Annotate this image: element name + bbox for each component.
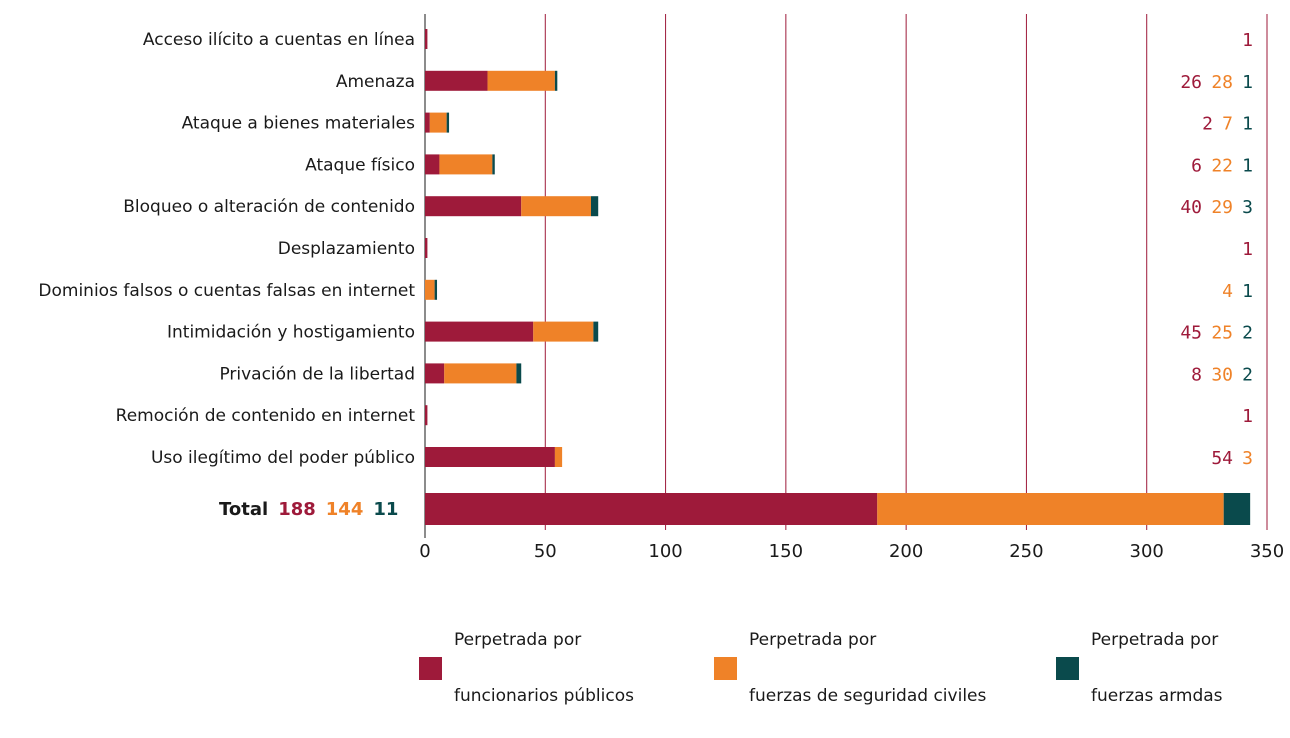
data-label: 1 [1242,281,1253,302]
data-label: 3 [1242,448,1253,469]
bar-segment [425,363,445,384]
data-label: 1 [1242,406,1253,427]
data-label: 7 [1222,114,1233,135]
legend-line: Perpetrada por [454,630,582,650]
data-label: 1 [1242,30,1253,51]
x-tick-label: 100 [648,541,682,562]
data-label: 45 [1180,323,1202,344]
gridlines [424,14,1268,538]
data-label: 2 [1202,114,1213,135]
category-label: Remoción de contenido en internet [116,406,416,426]
data-label: 25 [1211,323,1233,344]
legend-line: Perpetrada por [1091,630,1219,650]
bar-segment [590,196,599,217]
bar-segment [446,112,450,133]
legend-line: Perpetrada por [749,630,877,650]
bar-segment [554,447,563,467]
total-value-funcionarios: 188 [278,498,316,520]
bar-segment [877,493,1224,525]
stacked-bar-chart: Acceso ilícito a cuentas en línea Amenaza… [38,14,1284,562]
bar-segment [425,279,435,300]
data-label: 40 [1180,197,1202,218]
legend-swatch-fuerzas-armadas [1056,656,1079,680]
bar-segment [434,279,438,300]
data-label: 1 [1242,72,1253,93]
data-label: 2 [1242,364,1253,385]
category-label: Intimidación y hostigamiento [167,323,415,343]
category-label: Dominios falsos o cuentas falsas en inte… [38,281,415,301]
bar-segment [487,70,555,91]
data-label: 3 [1242,197,1253,218]
total-label: Total 188 144 11 [219,494,398,524]
legend-item-fuerzas-civiles: Perpetrada por fuerzas de seguridad civi… [714,598,986,738]
x-tick-label: 250 [1009,541,1043,562]
bar-segment [425,196,522,217]
category-labels: Acceso ilícito a cuentas en línea Amenaza… [38,30,415,468]
bar-segment [425,29,428,49]
bar-segment [593,321,599,342]
bar-segment [425,321,534,342]
data-label: 1 [1242,155,1253,176]
legend-swatch-fuerzas-civiles [714,656,737,680]
bar-segment [533,321,594,342]
bar-segment [492,154,495,175]
legend-label-funcionarios: Perpetrada por funcionarios públicos [454,598,634,738]
bar-segment [516,363,522,384]
category-label: Privación de la libertad [219,364,415,384]
bar-segment [425,447,555,467]
bar-segment [425,493,878,525]
bar-segment [521,196,591,217]
category-label: Bloqueo o alteración de contenido [123,197,415,217]
bar-segment [425,238,428,258]
x-tick-label: 50 [534,541,557,562]
x-tick-label: 0 [419,541,430,562]
category-label: Ataque físico [305,155,415,175]
bar-segment [425,154,440,175]
data-label: 8 [1191,364,1202,385]
x-tick-label: 200 [889,541,923,562]
legend-line: funcionarios públicos [454,686,634,706]
total-value-fuerzas-civiles: 144 [325,498,364,520]
data-label: 29 [1211,197,1233,218]
total-label-text: Total [219,498,269,520]
data-label: 30 [1211,364,1233,385]
bar-segment [425,112,430,133]
total-value-fuerzas-armadas: 11 [373,498,399,520]
legend-line: fuerzas armdas [1091,686,1223,706]
category-label: Desplazamiento [278,239,415,259]
legend-item-fuerzas-armadas: Perpetrada por fuerzas armdas [1056,598,1223,738]
legend-item-funcionarios: Perpetrada por funcionarios públicos [419,598,634,738]
legend-label-fuerzas-civiles: Perpetrada por fuerzas de seguridad civi… [749,598,986,738]
x-tick-label: 150 [769,541,803,562]
x-tick-label: 300 [1130,541,1164,562]
category-label: Ataque a bienes materiales [182,114,416,134]
bar-segment [439,154,493,175]
data-label: 54 [1211,448,1233,469]
data-label: 1 [1242,239,1253,260]
data-label: 6 [1191,155,1202,176]
data-label: 22 [1211,155,1233,176]
category-label: Acceso ilícito a cuentas en línea [143,30,415,50]
legend-swatch-funcionarios [419,656,442,680]
category-label: Uso ilegítimo del poder público [151,448,415,468]
bar-segment [1223,493,1251,525]
data-label: 26 [1180,72,1202,93]
data-label: 2 [1242,323,1253,344]
category-label: Amenaza [336,72,415,92]
data-label: 4 [1222,281,1233,302]
bar-segment [429,112,447,133]
bar-segment [425,405,428,426]
bars [425,29,1251,525]
x-axis-ticks: 0 50 100 150 200 250 300 350 [419,541,1284,562]
legend-label-fuerzas-armadas: Perpetrada por fuerzas armdas [1091,598,1223,738]
bar-segment [425,70,488,91]
bar-segment [444,363,517,384]
data-label: 28 [1211,72,1233,93]
legend-line: fuerzas de seguridad civiles [749,686,987,706]
bar-segment [554,70,558,91]
data-label: 1 [1242,114,1253,135]
x-tick-label: 350 [1250,541,1284,562]
